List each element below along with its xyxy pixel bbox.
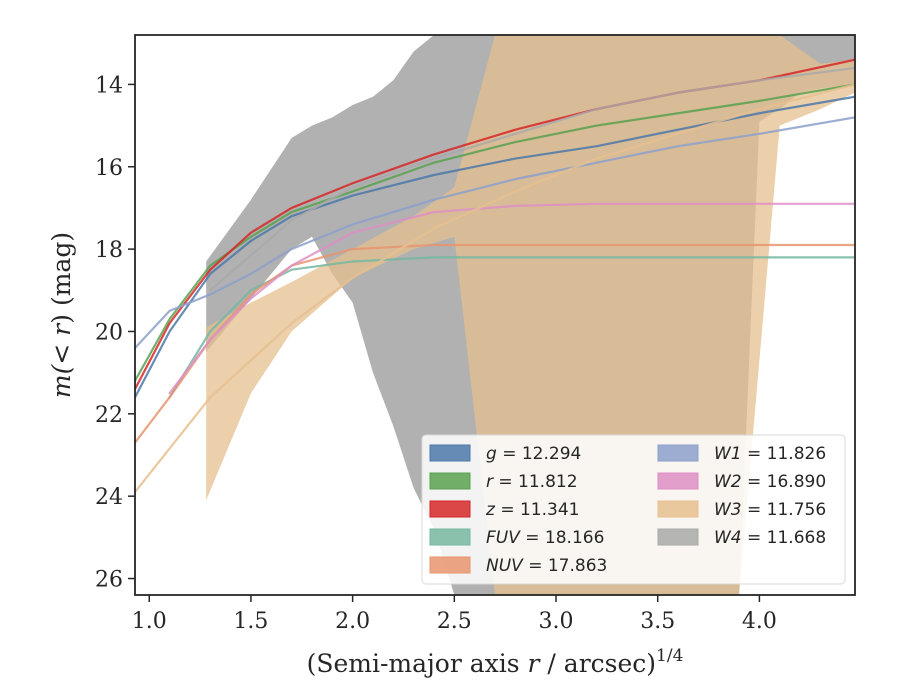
legend-label-r: r = 11.812 (486, 472, 578, 492)
y-tick-label: 22 (95, 403, 123, 428)
line-fuv (168, 256, 855, 399)
line-w4 (209, 66, 855, 292)
x-axis-ticks: 1.0 1.5 2.0 2.5 3.0 3.5 4.0 (132, 595, 777, 634)
legend-box (421, 434, 846, 585)
y-tick-label: 16 (95, 156, 123, 181)
legend-swatch-w4 (657, 528, 699, 546)
legend-label-w2: W2 = 16.890 (714, 472, 826, 492)
x-axis-label: (Semi-major axis r / arcsec)1/4 (307, 646, 684, 678)
legend-label-fuv: FUV = 18.166 (486, 528, 604, 548)
legend-label-g: g = 12.294 (486, 444, 581, 464)
x-tick-label: 3.0 (539, 609, 574, 634)
y-tick-label: 26 (95, 568, 123, 593)
line-w1 (135, 116, 855, 350)
y-tick-label: 20 (95, 320, 123, 345)
y-tick-label: 18 (95, 238, 123, 263)
x-tick-label: 1.5 (233, 609, 268, 634)
legend-swatch-w1 (657, 444, 699, 462)
legend-swatch-w3 (657, 500, 699, 518)
legend-label-w4: W4 = 11.668 (714, 528, 826, 548)
legend-label-w3: W3 = 11.756 (714, 500, 826, 520)
legend-swatch-g (429, 444, 471, 462)
legend-swatch-w2 (657, 472, 699, 490)
x-tick-label: 2.0 (335, 609, 370, 634)
x-tick-label: 2.5 (437, 609, 472, 634)
x-tick-label: 1.0 (132, 609, 167, 634)
legend-swatch-nuv (429, 556, 471, 574)
y-axis-ticks: 14 16 18 20 22 24 26 (95, 73, 135, 593)
x-tick-label: 3.5 (640, 609, 675, 634)
legend-label-z: z = 11.341 (485, 500, 579, 520)
legend-swatch-z (429, 500, 471, 518)
x-tick-label: 4.0 (742, 609, 777, 634)
curves-of-growth (135, 58, 855, 494)
legend-swatch-r (429, 472, 471, 490)
y-tick-label: 14 (95, 73, 123, 98)
legend-label-nuv: NUV = 17.863 (486, 556, 607, 576)
line-g (135, 95, 855, 399)
legend-swatch-fuv (429, 528, 471, 546)
legend-label-w1: W1 = 11.826 (714, 444, 826, 464)
legend: g = 12.294 r = 11.812 z = 11.341 FUV = 18.1… (421, 434, 846, 585)
line-w3 (135, 83, 855, 494)
line-w2 (168, 202, 855, 395)
line-r (135, 83, 855, 382)
plot-frame (134, 34, 856, 596)
y-tick-label: 24 (95, 485, 123, 510)
y-axis-label: m(< r) (mag) (47, 232, 76, 398)
